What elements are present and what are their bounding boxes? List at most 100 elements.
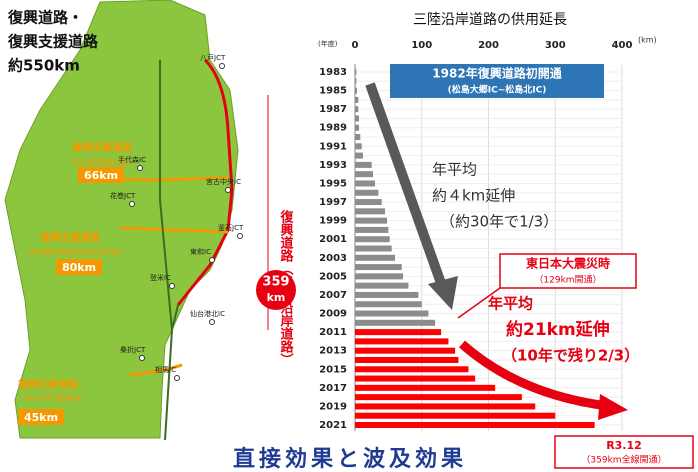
y-tick-label: 2009 <box>319 309 347 320</box>
place-dot <box>209 319 215 325</box>
map-land <box>4 0 239 439</box>
y-tick-label: 1989 <box>319 123 347 134</box>
bar <box>355 226 389 233</box>
place-dot <box>174 375 180 381</box>
y-tick-label: 2019 <box>319 401 347 412</box>
route-length: 66km <box>84 169 118 182</box>
bar <box>355 366 469 373</box>
bar <box>355 96 359 103</box>
bar <box>355 384 496 391</box>
y-axis-label: (年度) <box>318 39 338 48</box>
y-tick-label: 1995 <box>319 178 347 189</box>
bar <box>355 189 379 196</box>
map <box>4 0 296 441</box>
bar <box>355 236 390 243</box>
bar <box>355 347 456 354</box>
y-tick-label: 2001 <box>319 234 347 245</box>
bar <box>355 264 402 271</box>
y-tick-label: 1997 <box>319 197 347 208</box>
y-tick-label: 1991 <box>319 141 347 152</box>
bar <box>355 282 409 289</box>
place-label: 相馬IC <box>155 365 176 374</box>
annotation: 1982年復興道路初開通 <box>432 66 561 81</box>
place-dot <box>237 233 243 239</box>
route-name: 復興支援道路 <box>17 378 79 391</box>
y-tick-label: 1999 <box>319 216 347 227</box>
place-label: 登米IC <box>150 273 171 282</box>
arrow <box>459 340 609 411</box>
bar <box>355 180 376 187</box>
bar <box>355 152 364 159</box>
bar <box>355 78 357 85</box>
arrow-head <box>428 276 458 310</box>
place-label: 東和IC <box>190 247 211 256</box>
bar <box>355 254 396 261</box>
map-title: 約550km <box>8 57 80 75</box>
x-tick-label: 0 <box>352 40 359 51</box>
place-label: 花巻JCT <box>110 191 136 200</box>
length-badge <box>256 270 296 310</box>
y-tick-label: 2007 <box>319 290 347 301</box>
bar <box>355 412 556 419</box>
route-sub: （東北中央自動車道） <box>18 393 88 402</box>
y-tick-label: 1985 <box>319 86 347 97</box>
route-length-box <box>78 167 124 183</box>
place-dot <box>129 201 135 207</box>
annotation: 約４km延伸 <box>432 187 515 205</box>
chart-title: 三陸沿岸道路の供用延長 <box>413 12 567 28</box>
bar <box>355 356 459 363</box>
bar <box>355 134 361 141</box>
place-label: 手代森IC <box>118 155 146 164</box>
bar <box>355 171 374 178</box>
bar <box>355 87 358 94</box>
place-label: 八戸JCT <box>200 54 226 62</box>
annotation: 年平均 <box>488 295 533 313</box>
main-route-name: 復興道路（三陸沿岸道路） <box>278 209 295 366</box>
y-tick-label: 2021 <box>319 420 347 431</box>
footer-title: 直接効果と波及効果 <box>233 446 467 472</box>
y-tick-label: 1987 <box>319 104 347 115</box>
x-tick-label: 300 <box>545 40 566 51</box>
annotation: 約21km延伸 <box>506 319 610 340</box>
annotation: （約30年で1/3） <box>440 213 558 231</box>
bar <box>355 394 522 401</box>
place-dot <box>209 257 215 263</box>
place-dot <box>225 187 231 193</box>
annotation: （359km全線開通） <box>581 454 666 466</box>
main-length: km <box>267 291 286 304</box>
annotation: R3.12 <box>606 439 642 452</box>
x-tick-label: 200 <box>478 40 499 51</box>
annotation: (松島大郷IC~松島北IC) <box>448 84 547 96</box>
x-axis-label: (km) <box>638 36 657 45</box>
annotation-box <box>499 253 637 289</box>
bar <box>355 143 362 150</box>
route-length: 80km <box>62 261 96 274</box>
place-label: 桑折JCT <box>120 345 146 354</box>
y-tick-label: 2003 <box>319 253 347 264</box>
place-dot <box>169 283 175 289</box>
bar <box>355 217 388 224</box>
route-line <box>119 226 229 234</box>
map-title: 復興支援道路 <box>7 33 99 51</box>
bar <box>355 319 436 326</box>
y-tick-label: 2005 <box>319 271 347 282</box>
annotation: 東日本大震災時 <box>526 256 610 271</box>
bar <box>355 106 359 113</box>
route-name: 復興支援道路 <box>39 231 101 244</box>
bar <box>355 422 595 428</box>
annotation-box <box>554 435 694 469</box>
map-title: 復興道路・ <box>7 9 83 27</box>
bar <box>355 245 392 252</box>
y-tick-label: 1993 <box>319 160 347 171</box>
bar <box>355 310 429 317</box>
route-length: 45km <box>24 411 58 424</box>
bar <box>355 403 536 410</box>
annotation: 年平均 <box>432 161 477 179</box>
bar <box>355 124 360 131</box>
place-dot <box>137 165 143 171</box>
bar <box>355 301 422 308</box>
bar <box>355 375 476 382</box>
y-tick-label: 2017 <box>319 383 347 394</box>
expressway-line <box>159 60 173 331</box>
